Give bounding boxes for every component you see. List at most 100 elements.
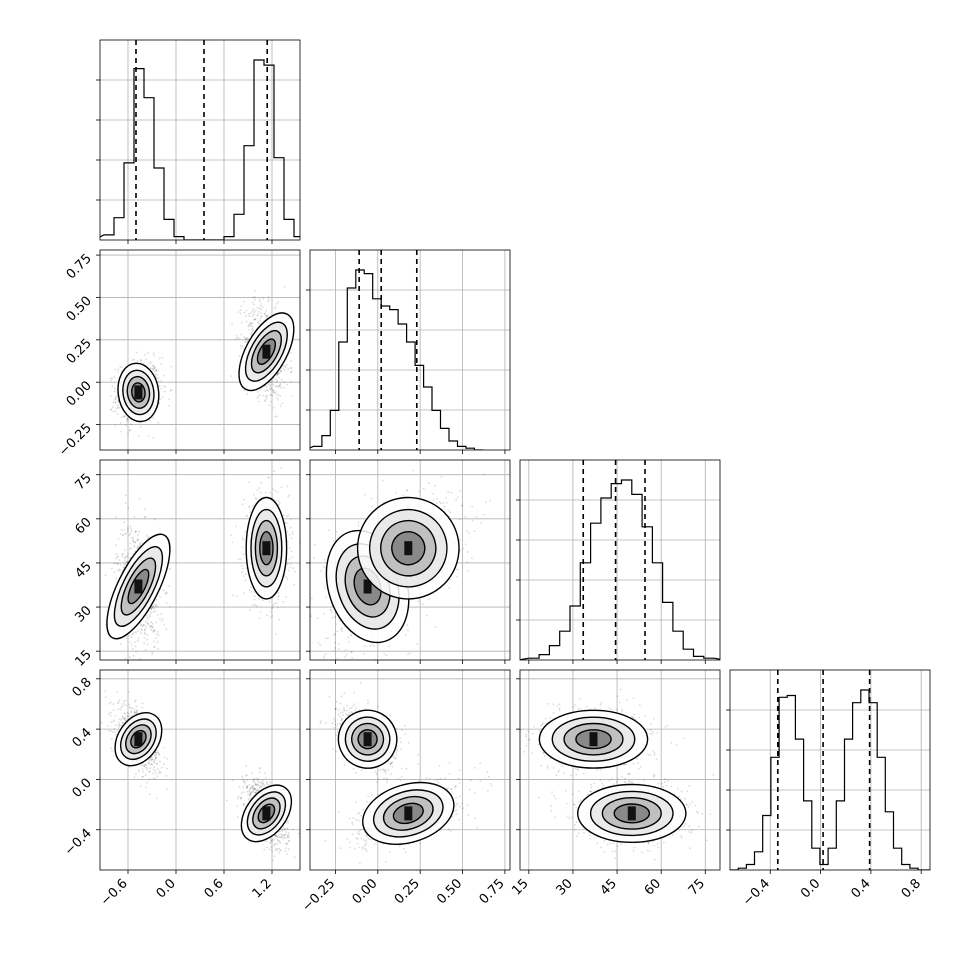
- scatter-point: [254, 309, 257, 312]
- scatter-point: [259, 611, 262, 613]
- scatter-point: [271, 389, 274, 392]
- scatter-point: [286, 842, 289, 845]
- scatter-point: [251, 786, 254, 789]
- scatter-point: [153, 759, 156, 762]
- scatter-point: [287, 368, 290, 371]
- scatter-point: [261, 315, 263, 318]
- scatter-point: [231, 323, 233, 326]
- scatter-point: [115, 396, 117, 398]
- scatter-point: [128, 706, 131, 709]
- scatter-point: [120, 706, 123, 709]
- scatter-point: [150, 608, 153, 611]
- scatter-point: [120, 430, 123, 433]
- scatter-point: [137, 630, 140, 632]
- scatter-point: [148, 770, 151, 773]
- density-peak: [134, 579, 143, 594]
- scatter-point: [282, 837, 284, 840]
- scatter-point: [284, 847, 287, 849]
- scatter-point: [317, 641, 320, 644]
- scatter-point: [153, 354, 156, 357]
- scatter-point: [143, 636, 146, 639]
- scatter-point: [323, 655, 325, 657]
- scatter-point: [122, 565, 125, 568]
- scatter-point: [160, 379, 163, 382]
- scatter-point: [249, 312, 252, 315]
- scatter-point: [284, 366, 287, 369]
- scatter-point: [142, 623, 145, 626]
- scatter-point: [269, 842, 272, 845]
- scatter-point: [287, 822, 289, 824]
- scatter-point: [288, 840, 291, 842]
- scatter-point: [284, 850, 287, 852]
- scatter-point: [363, 665, 365, 667]
- scatter-point: [255, 791, 257, 794]
- scatter-point: [370, 667, 372, 669]
- panel-frame: [519, 459, 721, 661]
- scatter-point: [254, 603, 257, 606]
- scatter-point: [274, 490, 277, 492]
- scatter-point: [286, 820, 289, 822]
- scatter-point: [154, 621, 157, 624]
- scatter-panel-0-2: [99, 459, 301, 661]
- scatter-point: [248, 790, 251, 793]
- scatter-point: [290, 360, 292, 362]
- scatter-point: [144, 516, 147, 519]
- scatter-point: [270, 839, 273, 841]
- scatter-point: [252, 604, 255, 607]
- scatter-point: [116, 691, 118, 693]
- scatter-point: [117, 538, 120, 540]
- scatter-point: [137, 434, 140, 437]
- scatter-point: [340, 630, 343, 632]
- scatter-point: [266, 315, 269, 318]
- scatter-point: [283, 834, 286, 836]
- scatter-point: [137, 533, 139, 536]
- scatter-point: [288, 533, 291, 536]
- scatter-point: [168, 398, 170, 401]
- scatter-point: [114, 424, 117, 427]
- scatter-point: [148, 362, 151, 365]
- scatter-point: [129, 641, 132, 644]
- scatter-point: [141, 775, 144, 778]
- scatter-point: [151, 605, 154, 608]
- scatter-point: [236, 816, 239, 818]
- scatter-point: [286, 515, 288, 518]
- scatter-point: [250, 322, 253, 324]
- scatter-point: [126, 715, 129, 717]
- scatter-point: [249, 787, 252, 790]
- scatter-point: [145, 638, 148, 641]
- scatter-point: [147, 435, 150, 438]
- scatter-point: [248, 784, 251, 786]
- panel-frame: [99, 669, 301, 871]
- scatter-point: [140, 628, 143, 631]
- scatter-point: [275, 415, 278, 418]
- scatter-point: [159, 760, 161, 763]
- scatter-point: [286, 485, 289, 488]
- scatter-point: [118, 724, 121, 727]
- scatter-point: [287, 848, 290, 851]
- scatter-point: [110, 730, 112, 732]
- scatter-point: [257, 310, 260, 313]
- scatter-point: [124, 415, 126, 417]
- scatter-point: [271, 850, 274, 853]
- scatter-point: [113, 728, 115, 730]
- scatter-point: [278, 385, 281, 388]
- scatter-point: [113, 562, 116, 564]
- scatter-point: [235, 338, 237, 340]
- scatter-point: [108, 729, 110, 732]
- scatter-point: [276, 843, 278, 846]
- scatter-point: [247, 325, 250, 328]
- scatter-point: [163, 756, 166, 759]
- scatter-point: [150, 367, 153, 370]
- hist-panel-3: [726, 669, 931, 871]
- scatter-point: [347, 640, 350, 643]
- scatter-point: [279, 836, 282, 839]
- scatter-point: [242, 575, 245, 578]
- scatter-point: [147, 351, 150, 354]
- scatter-point: [123, 718, 126, 720]
- scatter-point: [277, 398, 279, 401]
- scatter-point: [259, 767, 261, 770]
- scatter-point: [165, 593, 167, 595]
- scatter-point: [247, 799, 250, 801]
- density-peak: [134, 385, 143, 400]
- scatter-point: [265, 315, 268, 317]
